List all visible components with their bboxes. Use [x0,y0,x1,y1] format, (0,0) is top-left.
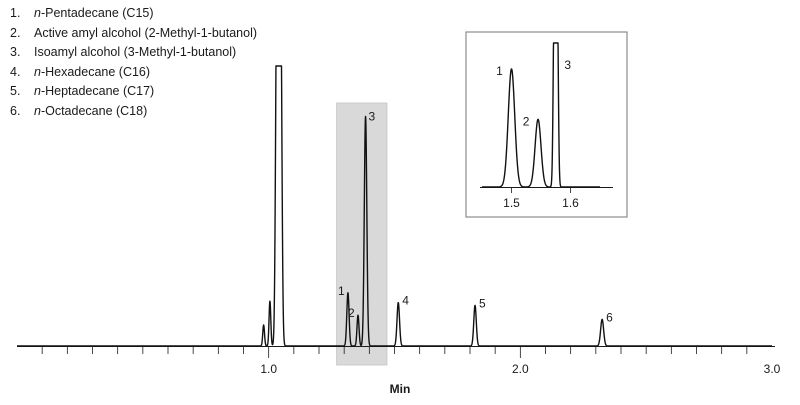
inset-x-axis-ticks [511,187,571,193]
legend-item: 4. n-Hexadecane (C16) [10,63,257,83]
legend-item: 3. Isoamyl alcohol (3-Methyl-1-butanol) [10,43,257,63]
peak-label: 5 [479,296,486,310]
legend-text: Active amyl alcohol (2-Methyl-1-butanol) [34,25,258,40]
peak-label: 1 [338,284,345,298]
legend-prefix: n [34,6,41,20]
legend-text: -Octadecane (C18) [40,103,148,118]
legend-number: 3. [10,45,21,60]
peak-label: 4 [402,294,409,308]
legend-prefix: n [34,64,41,79]
inset-frame [465,31,628,218]
inset-peak-label: 2 [523,114,530,128]
legend-text: -Heptadecane (C17) [40,84,155,99]
legend-number: 5. [10,84,21,99]
legend-number: 6. [10,103,21,118]
inset-zoom-panel: 1 2 3 1.5 1.6 [465,31,628,218]
legend-prefix: n [34,84,41,99]
legend-text: -Hexadecane (C16) [40,64,151,79]
legend-text: Isoamyl alcohol (3-Methyl-1-butanol) [34,45,237,60]
legend-item: 5. n-Heptadecane (C17) [10,82,257,102]
peak-label: 6 [606,310,613,324]
chromatogram-trace [16,65,773,347]
legend-number: 1. [10,6,21,20]
x-tick-label: 2.0 [512,362,529,376]
legend-number: 2. [10,25,21,40]
inset-tick-label: 1.6 [562,196,579,210]
legend-number: 4. [10,64,21,79]
legend-prefix: n [34,103,41,118]
x-axis-ticks [41,346,748,358]
inset-peak-labels: 1 2 3 [496,58,571,128]
x-axis-title: Min [390,382,411,396]
legend-item: 6. n-Octadecane (C18) [10,102,257,122]
chart-legend: 1. n-Pentadecane (C15) 2. Active amyl alcoh… [10,4,257,122]
inset-peak-label: 1 [496,64,503,78]
inset-x-tick-labels: 1.5 1.6 [503,196,579,210]
legend-text: -Pentadecane (C15) [40,6,154,20]
inset-peak-label: 3 [564,58,571,72]
inset-trace [481,42,601,188]
legend-item: 1. n-Pentadecane (C15) [10,4,257,24]
legend-item: 2. Active amyl alcohol (2-Methyl-1-butano… [10,24,257,44]
x-tick-labels: 1.0 2.0 3.0 [260,362,780,376]
x-tick-label: 1.0 [260,362,277,376]
x-tick-label: 3.0 [764,362,781,376]
peak-label: 2 [348,306,355,320]
inset-tick-label: 1.5 [503,196,520,210]
peak-label: 3 [369,109,376,123]
highlight-region [336,102,388,366]
